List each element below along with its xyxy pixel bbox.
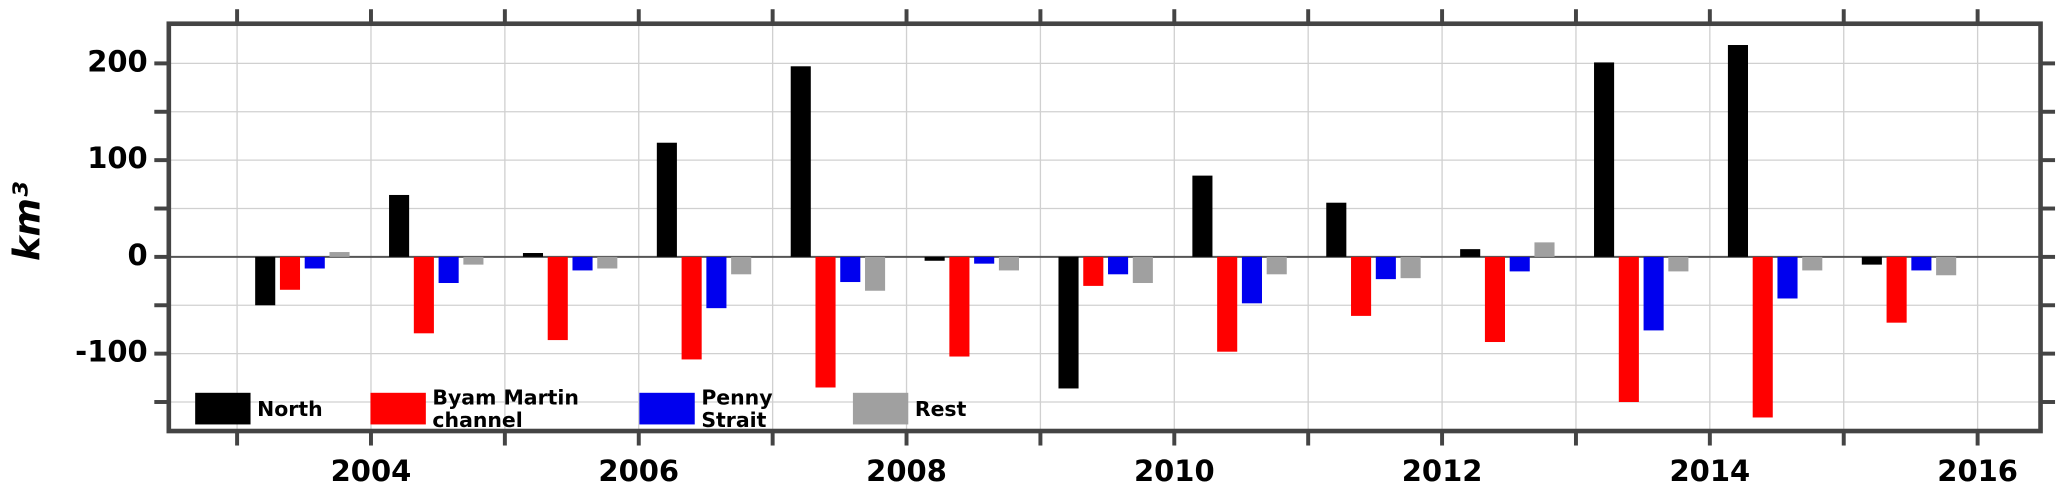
bar (1594, 62, 1615, 257)
bar (1886, 256, 1907, 323)
bar (1192, 175, 1213, 257)
bar (255, 256, 276, 306)
y-tick-label: -100 (75, 335, 148, 369)
bar (1727, 45, 1749, 257)
bar (389, 194, 410, 257)
bar (790, 66, 811, 257)
bar (731, 256, 752, 275)
bar (463, 256, 484, 265)
bar (1484, 256, 1505, 343)
bar (547, 256, 568, 341)
bar (1534, 242, 1555, 257)
legend-label: Penny Strait (701, 386, 772, 432)
bar (1351, 256, 1372, 316)
bar (1911, 256, 1932, 271)
legend-swatch (852, 392, 909, 425)
bar (1083, 256, 1104, 286)
bar (1752, 256, 1773, 418)
bar (815, 256, 836, 388)
bar (1375, 256, 1396, 280)
bar (304, 256, 325, 269)
bar (1618, 256, 1639, 403)
bar (656, 142, 677, 257)
bar (572, 256, 593, 271)
bar (413, 256, 434, 334)
bar (865, 256, 886, 291)
bar (597, 256, 618, 269)
bar (1460, 249, 1481, 257)
bar (949, 256, 970, 357)
legend-swatch (639, 392, 695, 425)
bar (1509, 256, 1530, 272)
bar (1058, 256, 1079, 389)
bar (681, 256, 702, 360)
x-tick-label: 2010 (1134, 454, 1215, 488)
legend-swatch (195, 392, 251, 425)
bar (279, 256, 301, 290)
bar (706, 256, 727, 309)
bar (438, 256, 459, 284)
bar (329, 252, 350, 257)
x-tick-label: 2014 (1670, 454, 1751, 488)
bar (1326, 202, 1347, 257)
bar (1936, 256, 1957, 276)
plot-frame (166, 21, 2043, 434)
x-tick-label: 2004 (331, 454, 412, 488)
bar (1241, 256, 1262, 304)
bar (924, 256, 945, 261)
bar (1266, 256, 1287, 275)
y-tick-label: 200 (87, 44, 148, 78)
y-tick-label: 100 (87, 141, 148, 175)
bar (1861, 256, 1882, 265)
legend-label: Byam Martin channel (432, 386, 579, 432)
legend-swatch (370, 392, 426, 425)
x-tick-label: 2006 (598, 454, 679, 488)
bar (1777, 256, 1798, 299)
bar (1217, 256, 1238, 352)
bar (1400, 256, 1421, 279)
legend-label: Rest (915, 397, 967, 421)
y-tick-label: 0 (128, 238, 148, 272)
bar (1132, 256, 1153, 284)
bar (1668, 256, 1689, 272)
bar (974, 256, 995, 264)
bar (1643, 256, 1664, 331)
x-tick-label: 2008 (866, 454, 947, 488)
bar (840, 256, 861, 283)
y-axis-label: km³ (6, 182, 49, 261)
bar (1802, 256, 1823, 271)
x-tick-label: 2016 (1937, 454, 2018, 488)
bar (522, 253, 544, 257)
bar (1108, 256, 1129, 275)
x-tick-label: 2012 (1402, 454, 1483, 488)
bar (998, 256, 1019, 271)
legend-label: North (257, 397, 323, 421)
